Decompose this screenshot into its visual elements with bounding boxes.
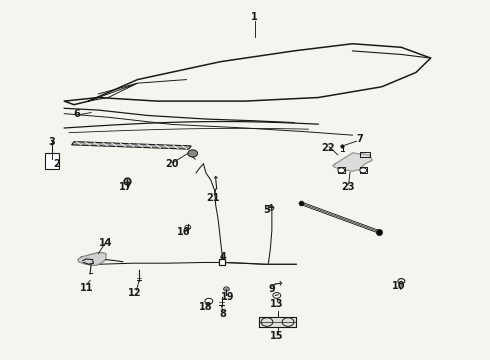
Polygon shape xyxy=(78,252,106,265)
Circle shape xyxy=(188,150,197,157)
FancyBboxPatch shape xyxy=(45,153,59,169)
Polygon shape xyxy=(72,141,191,149)
Text: 13: 13 xyxy=(270,299,284,309)
Text: 20: 20 xyxy=(165,159,178,169)
Polygon shape xyxy=(259,317,296,327)
Text: 18: 18 xyxy=(199,302,213,312)
Text: 15: 15 xyxy=(270,331,284,341)
Text: 11: 11 xyxy=(79,283,93,293)
Text: 14: 14 xyxy=(99,238,113,248)
Text: 6: 6 xyxy=(73,109,80,119)
Circle shape xyxy=(338,168,344,173)
Text: 21: 21 xyxy=(206,193,220,203)
Text: 12: 12 xyxy=(128,288,142,298)
Text: 10: 10 xyxy=(392,281,406,291)
Text: 2: 2 xyxy=(53,159,60,169)
Text: 16: 16 xyxy=(177,227,191,237)
Text: 4: 4 xyxy=(220,252,226,262)
Text: 17: 17 xyxy=(119,182,132,192)
Polygon shape xyxy=(333,153,372,171)
Circle shape xyxy=(360,168,367,173)
Circle shape xyxy=(223,287,229,291)
Text: 5: 5 xyxy=(264,206,270,216)
Text: 3: 3 xyxy=(49,138,55,147)
Text: 1: 1 xyxy=(251,12,258,22)
Text: 19: 19 xyxy=(221,292,235,302)
Text: 7: 7 xyxy=(356,134,363,144)
Text: 8: 8 xyxy=(220,310,226,319)
Text: 23: 23 xyxy=(341,182,354,192)
Text: 22: 22 xyxy=(321,143,335,153)
Text: 9: 9 xyxy=(269,284,275,294)
